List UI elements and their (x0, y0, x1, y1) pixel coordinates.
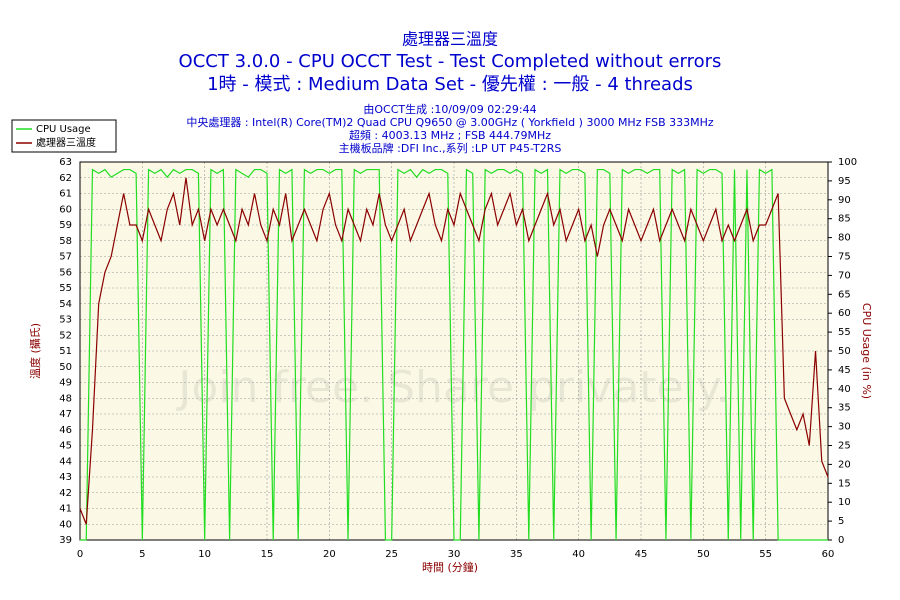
y-tick-label: 61 (59, 189, 72, 200)
y-tick-label: 45 (59, 441, 72, 452)
x-tick-label: 60 (822, 549, 835, 560)
y-tick-label: 44 (59, 456, 72, 467)
y2-tick-label: 85 (838, 214, 851, 225)
x-tick-label: 45 (635, 549, 648, 560)
y-tick-label: 55 (59, 283, 72, 294)
y-tick-label: 43 (59, 472, 72, 483)
y2-tick-label: 50 (838, 346, 851, 357)
series-line (79, 177, 829, 525)
x-tick-label: 25 (385, 549, 398, 560)
y-tick-label: 39 (59, 535, 72, 546)
x-tick-label: 20 (323, 549, 336, 560)
info-line: 主機板品牌 :DFI Inc.,系列 :LP UT P45-T2RS (339, 141, 562, 155)
y-tick-label: 52 (59, 330, 72, 341)
y-tick-label: 42 (59, 488, 72, 499)
y2-tick-label: 15 (838, 478, 851, 489)
y-tick-label: 54 (59, 299, 72, 310)
chart-subtitle: OCCT 3.0.0 - CPU OCCT Test - Test Comple… (179, 51, 722, 72)
y-tick-label: 63 (59, 157, 72, 168)
legend-box (11, 119, 117, 153)
y-axis-label: 溫度 (攝氏) (28, 323, 42, 379)
y2-tick-label: 75 (838, 252, 851, 263)
y2-tick-label: 80 (838, 233, 851, 244)
x-tick-label: 35 (510, 549, 523, 560)
y2-tick-label: 40 (838, 384, 851, 395)
y-tick-label: 51 (59, 346, 72, 357)
x-tick-label: 10 (198, 549, 211, 560)
y2-tick-label: 95 (838, 176, 851, 187)
y2-tick-label: 10 (838, 497, 851, 508)
y-tick-label: 60 (59, 204, 72, 215)
watermark: Join free. Share privately. (175, 362, 729, 413)
y2-axis-label: CPU Usage (in %) (860, 303, 873, 399)
y2-tick-label: 25 (838, 441, 851, 452)
y2-tick-label: 20 (838, 459, 851, 470)
x-tick-label: 15 (261, 549, 274, 560)
chart-subtitle: 1時 - 模式 : Medium Data Set - 優先權 : 一般 - 4… (207, 74, 693, 95)
series-line (80, 168, 828, 541)
x-tick-label: 50 (697, 549, 710, 560)
y2-tick-label: 90 (838, 195, 851, 206)
x-tick-label: 0 (77, 549, 83, 560)
y-tick-label: 56 (59, 267, 72, 278)
y2-tick-label: 35 (838, 403, 851, 414)
y-tick-label: 49 (59, 378, 72, 389)
y2-tick-label: 30 (838, 422, 851, 433)
y-tick-label: 50 (59, 362, 72, 373)
y-tick-label: 58 (59, 236, 72, 247)
y-tick-label: 46 (59, 425, 72, 436)
y-tick-label: 59 (59, 220, 72, 231)
chart-title: 處理器三溫度 (402, 30, 498, 49)
y2-tick-label: 65 (838, 289, 851, 300)
y2-tick-label: 45 (838, 365, 851, 376)
y-tick-label: 48 (59, 393, 72, 404)
x-tick-label: 55 (759, 549, 772, 560)
x-tick-label: 5 (139, 549, 145, 560)
y-tick-label: 62 (59, 173, 72, 184)
y2-tick-label: 0 (838, 535, 844, 546)
x-tick-label: 40 (572, 549, 585, 560)
x-axis-label: 時間 (分鐘) (422, 560, 478, 574)
y-tick-label: 41 (59, 504, 72, 515)
x-tick-label: 30 (448, 549, 461, 560)
info-line: 超頻 : 4003.13 MHz ; FSB 444.79MHz (349, 128, 551, 142)
y-tick-label: 53 (59, 315, 72, 326)
y2-tick-label: 60 (838, 308, 851, 319)
info-line: 中央處理器 : Intel(R) Core(TM)2 Quad CPU Q965… (186, 115, 714, 129)
legend-label: CPU Usage (36, 124, 91, 135)
y-tick-label: 40 (59, 519, 72, 530)
y2-tick-label: 70 (838, 270, 851, 281)
y2-tick-label: 5 (838, 516, 844, 527)
y2-tick-label: 100 (838, 157, 857, 168)
legend-label: 處理器三溫度 (36, 136, 96, 149)
y-tick-label: 47 (59, 409, 72, 420)
y-tick-label: 57 (59, 252, 72, 263)
y2-tick-label: 55 (838, 327, 851, 338)
info-line: 由OCCT生成 :10/09/09 02:29:44 (363, 102, 536, 116)
